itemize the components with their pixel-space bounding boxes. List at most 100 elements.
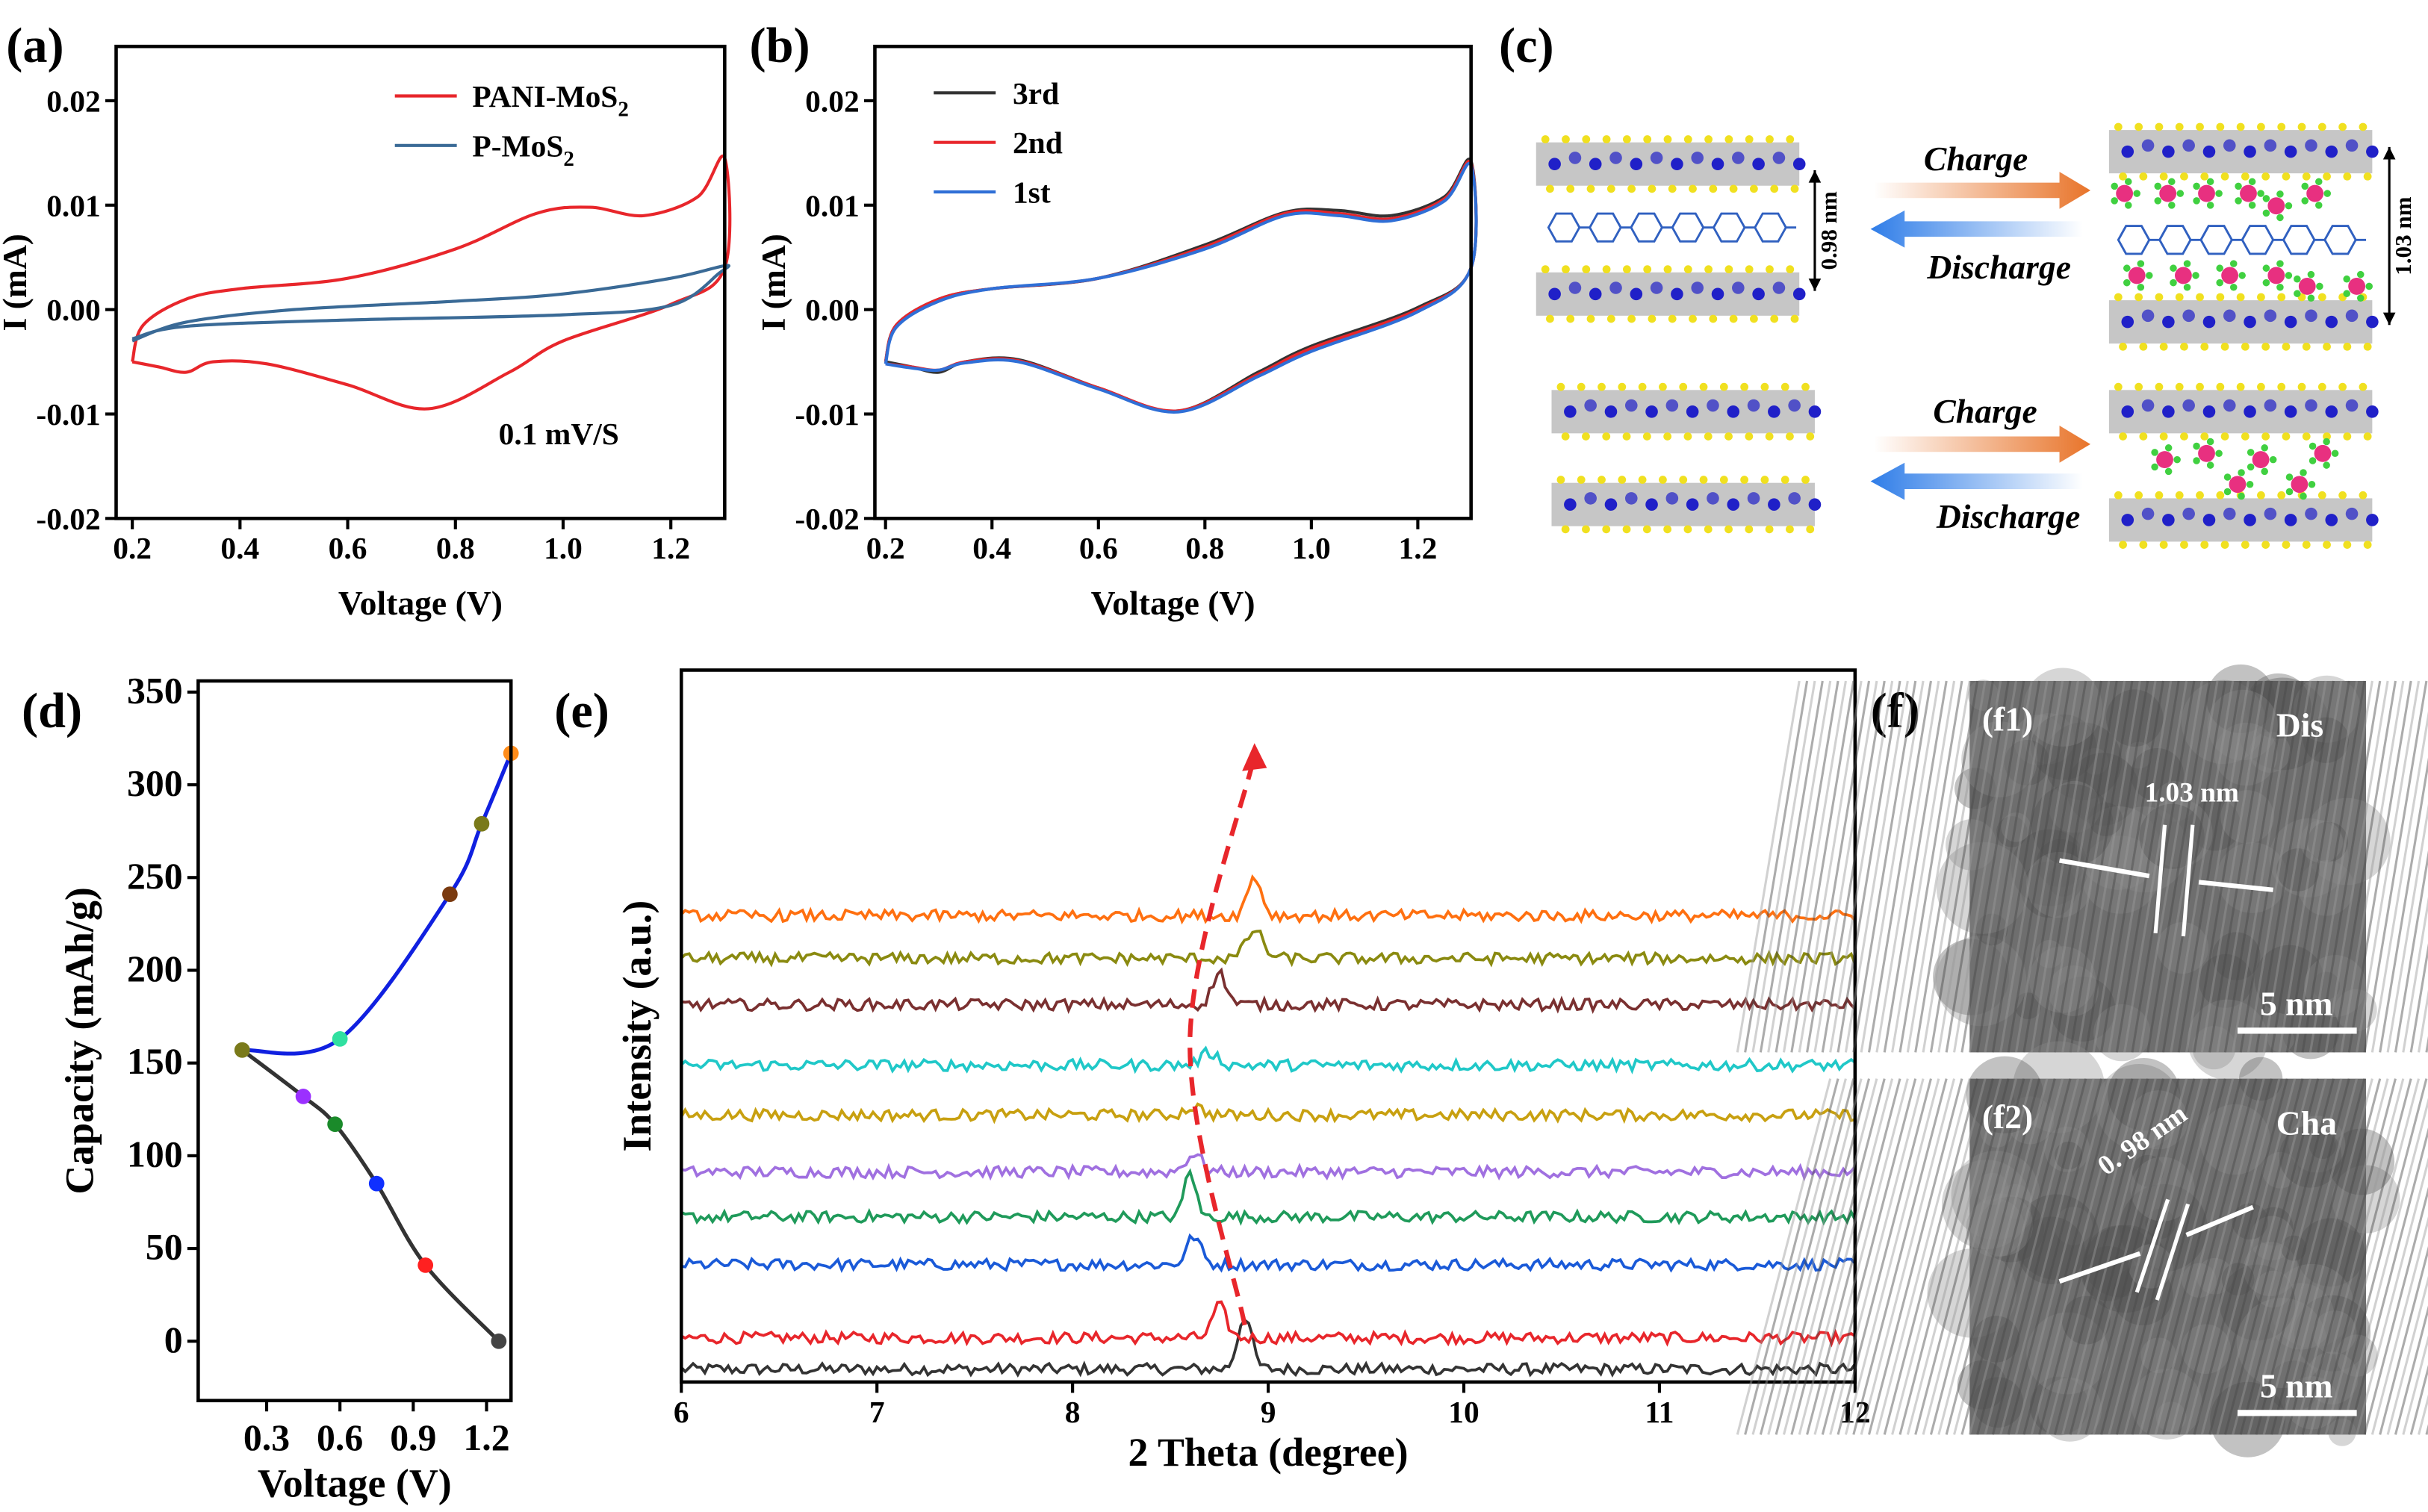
x-tick-label: 0.2	[113, 531, 152, 565]
legend-subscript: 2	[563, 147, 574, 171]
pani-chain	[2117, 225, 2367, 255]
spacing-label: 1.03 nm	[2390, 196, 2416, 275]
y-axis-label: Capacity (mAh/g)	[57, 887, 102, 1194]
ion-complex	[2111, 178, 2140, 209]
ion-complex	[2123, 260, 2153, 291]
y-axis-label: I (mA)	[0, 234, 34, 331]
charge-arrow	[1873, 172, 2091, 209]
y-axis-label: I (mA)	[754, 234, 792, 331]
x-axis-label: Voltage (V)	[258, 1460, 452, 1505]
x-tick-label: 8	[1065, 1395, 1081, 1429]
x-tick-label: 9	[1261, 1395, 1276, 1429]
series-line	[240, 1048, 500, 1343]
y-tick-label: -0.02	[36, 502, 100, 536]
data-point	[491, 1333, 507, 1349]
discharge-label: Discharge	[1936, 497, 2081, 535]
chart-a: 0.2 0.4 0.6 0.8 1.0 1.2 0.02 0.01 0.00 -0.01 -0.02…	[0, 44, 732, 622]
y-tick-label: 0.01	[46, 188, 101, 223]
x-axis-label: Voltage (V)	[338, 584, 503, 622]
x-tick-label: 11	[1645, 1395, 1674, 1429]
ion-complex	[2193, 438, 2223, 469]
xrd-trace	[680, 1168, 1857, 1226]
ion-complex	[2301, 178, 2332, 209]
tem-state: Dis	[2276, 706, 2323, 744]
y-tick-label: 0.02	[805, 84, 860, 118]
legend-label: 2nd	[1013, 125, 1063, 160]
x-axis-label: 2 Theta (degree)	[1128, 1430, 1409, 1475]
series-line	[131, 155, 732, 411]
x-tick-label: 1.2	[1398, 531, 1437, 565]
x-tick-label: 6	[674, 1395, 689, 1429]
lattice-spacing-label: 1.03 nm	[2145, 778, 2239, 809]
x-tick-label: 0.8	[1185, 531, 1224, 565]
ion-complex	[2262, 190, 2293, 222]
panel-label-f: (f)	[1871, 684, 1920, 738]
y-axis-label: Intensity (a.u.)	[615, 900, 659, 1152]
ion-complex	[2294, 270, 2323, 302]
chart-b: 0.2 0.4 0.6 0.8 1.0 1.2 0.02 0.01 0.00 -0.01 -0.02…	[754, 44, 1478, 622]
spacing-label: 0.98 nm	[1816, 191, 1842, 270]
xrd-trace	[680, 1300, 1856, 1348]
plot-frame	[196, 679, 513, 1403]
discharge-label: Discharge	[1926, 248, 2071, 286]
charge-label: Charge	[1924, 140, 2028, 178]
mos2-layer	[2108, 491, 2379, 549]
ion-complex	[2170, 260, 2199, 291]
y-tick-label: -0.02	[795, 502, 859, 536]
data-point	[332, 1031, 348, 1047]
ion-complex	[2154, 178, 2185, 209]
x-tick-label: 0.6	[1079, 531, 1118, 565]
mos2-layer	[1536, 265, 1806, 323]
legend-subscript: 2	[618, 97, 629, 121]
x-tick-label: 0.6	[317, 1417, 363, 1458]
plot-frame	[679, 668, 1857, 1384]
x-tick-label: 0.4	[972, 531, 1011, 565]
tem-state: Cha	[2276, 1104, 2337, 1142]
x-tick-label: 1.2	[463, 1417, 509, 1458]
ion-complex	[2343, 270, 2373, 302]
mos2-layer	[2108, 382, 2379, 441]
panel-label-d: (d)	[22, 684, 82, 738]
ion-complex	[2223, 469, 2254, 500]
x-tick-label: 0.2	[866, 531, 905, 565]
y-tick-label: -0.01	[36, 397, 100, 432]
tem-label: (f1)	[1982, 700, 2033, 738]
data-point	[417, 1257, 434, 1273]
y-tick-label: 100	[127, 1133, 183, 1175]
plot-frame	[114, 44, 727, 520]
pointer-arrow	[2058, 1251, 2141, 1284]
schematic-panel-c: Charge Discharge Charge Discharge 0.98 nm 1.0…	[1536, 122, 2416, 549]
ion-complex	[2235, 178, 2264, 209]
mos2-layer	[2108, 122, 2379, 181]
y-tick-label: -0.01	[795, 397, 859, 432]
x-tick-label: 7	[869, 1395, 885, 1429]
y-tick-label: 0	[164, 1319, 183, 1360]
y-tick-label: 250	[127, 856, 183, 897]
series-line	[241, 752, 513, 1056]
pointer-arrow	[2198, 880, 2273, 892]
xrd-trace	[680, 1153, 1857, 1182]
pointer-arrow	[2185, 1204, 2254, 1237]
mos2-layer	[1536, 135, 1806, 193]
scan-rate-annotation: 0.1 mV/S	[499, 417, 619, 451]
panel-label-b: (b)	[749, 19, 810, 73]
xrd-trace	[680, 929, 1857, 968]
tem-label: (f2)	[1982, 1098, 2033, 1136]
pointer-arrow	[2059, 858, 2150, 879]
legend-label: 1st	[1013, 175, 1051, 210]
y-tick-label: 300	[127, 763, 183, 804]
y-tick-label: 0.00	[46, 293, 101, 327]
xrd-trace	[681, 967, 1857, 1014]
x-tick-label: 0.6	[329, 531, 367, 565]
data-point	[474, 815, 490, 832]
series-line	[884, 158, 1478, 413]
data-point	[295, 1089, 311, 1104]
y-tick-label: 0.00	[805, 293, 860, 327]
legend-label: 3rd	[1013, 76, 1059, 111]
xrd-trace	[680, 1318, 1857, 1378]
x-tick-label: 0.9	[390, 1417, 436, 1458]
y-tick-label: 200	[127, 948, 183, 989]
x-tick-label: 0.8	[436, 531, 475, 565]
